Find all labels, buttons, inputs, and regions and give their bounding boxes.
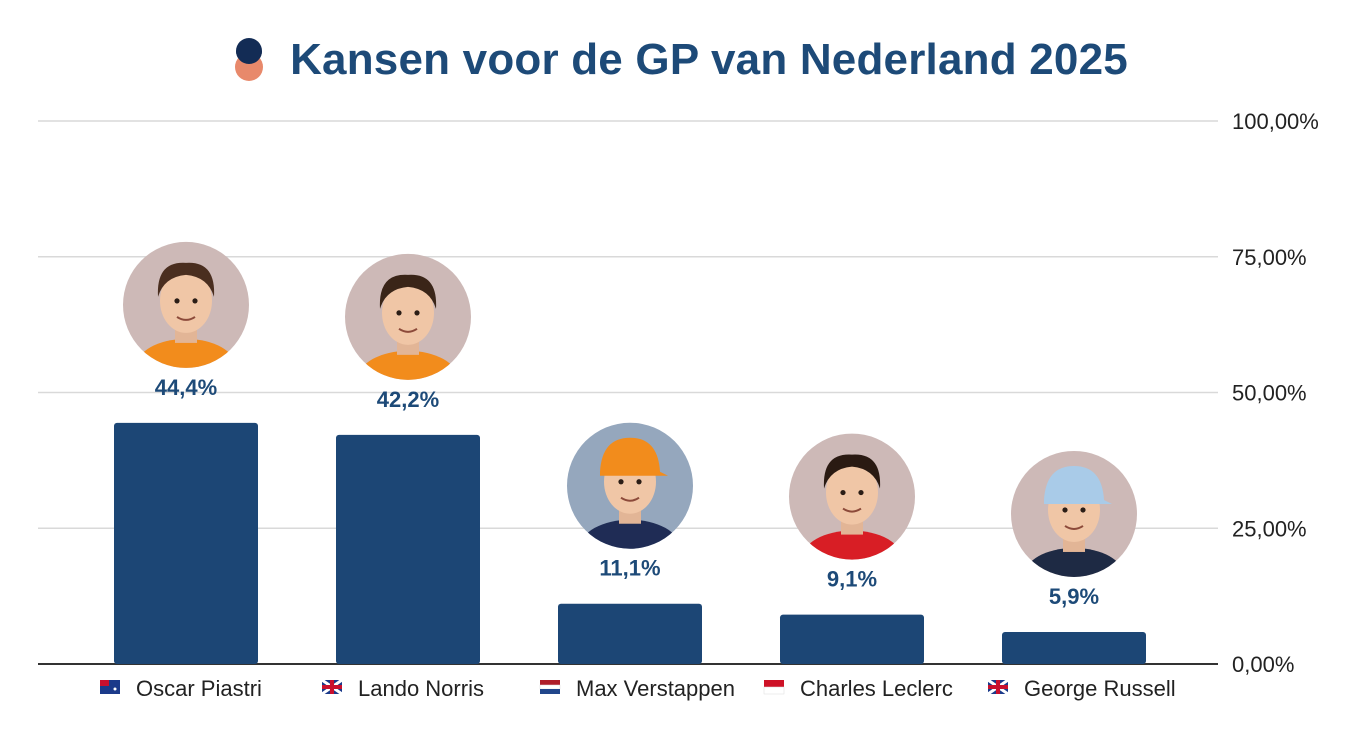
max-verstappen-photo-icon [567,422,693,549]
driver-avatars [123,241,1137,577]
x-tick-label: Charles Leclerc [763,676,953,701]
y-tick-label: 75,00% [1232,245,1307,270]
bar [114,422,258,664]
oscar-piastri-photo-icon [123,241,249,368]
data-label: 9,1% [827,567,877,592]
y-tick-label: 100,00% [1232,109,1319,134]
george-russell-photo-icon [1011,450,1137,577]
data-label: 5,9% [1049,584,1099,609]
data-label: 42,2% [377,387,439,412]
bar [1002,631,1146,664]
bars [114,422,1146,664]
x-tick-label: Max Verstappen [539,676,735,701]
x-tick-name: Max Verstappen [576,676,735,701]
x-axis-ticks: Oscar Piastri Lando Norris Max Verstappen C… [100,676,1176,701]
data-label: 44,4% [155,375,217,400]
uk-flag-icon [321,678,343,696]
monaco-flag-icon [763,680,785,695]
x-tick-label: Oscar Piastri [100,676,262,701]
lando-norris-photo-icon [345,253,471,380]
y-axis-ticks: 0,00% 25,00% 50,00% 75,00% 100,00% [1232,109,1319,677]
netherlands-flag-icon [539,680,561,694]
data-label: 11,1% [599,556,660,581]
x-tick-name: Lando Norris [358,676,484,701]
y-tick-label: 25,00% [1232,516,1307,541]
bar [336,434,480,664]
x-tick-name: George Russell [1024,676,1176,701]
helmet-logo-icon [235,38,264,81]
bar [558,603,702,664]
uk-flag-icon [987,678,1009,696]
x-tick-label: George Russell [987,676,1176,701]
x-tick-name: Oscar Piastri [136,676,262,701]
data-labels: 44,4% 42,2% 11,1% 9,1% 5,9% [155,375,1099,609]
y-tick-label: 50,00% [1232,381,1307,406]
bar [780,614,924,664]
australia-flag-icon [100,680,120,694]
title-row: Kansen voor de GP van Nederland 2025 [0,28,1360,92]
charles-leclerc-photo-icon [789,433,915,560]
y-tick-label: 0,00% [1232,652,1294,677]
chart-title: Kansen voor de GP van Nederland 2025 [290,35,1128,84]
x-tick-label: Lando Norris [321,676,484,701]
x-tick-name: Charles Leclerc [800,676,953,701]
